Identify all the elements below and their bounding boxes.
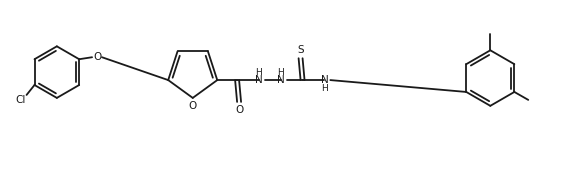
Text: H: H — [321, 84, 328, 93]
Text: O: O — [93, 52, 101, 62]
Text: H: H — [255, 68, 262, 77]
Text: O: O — [235, 105, 243, 115]
Text: N: N — [255, 75, 263, 85]
Text: H: H — [277, 68, 284, 77]
Text: N: N — [320, 75, 328, 85]
Text: Cl: Cl — [15, 95, 26, 105]
Text: N: N — [277, 75, 285, 85]
Text: S: S — [297, 45, 304, 55]
Text: O: O — [188, 101, 197, 111]
